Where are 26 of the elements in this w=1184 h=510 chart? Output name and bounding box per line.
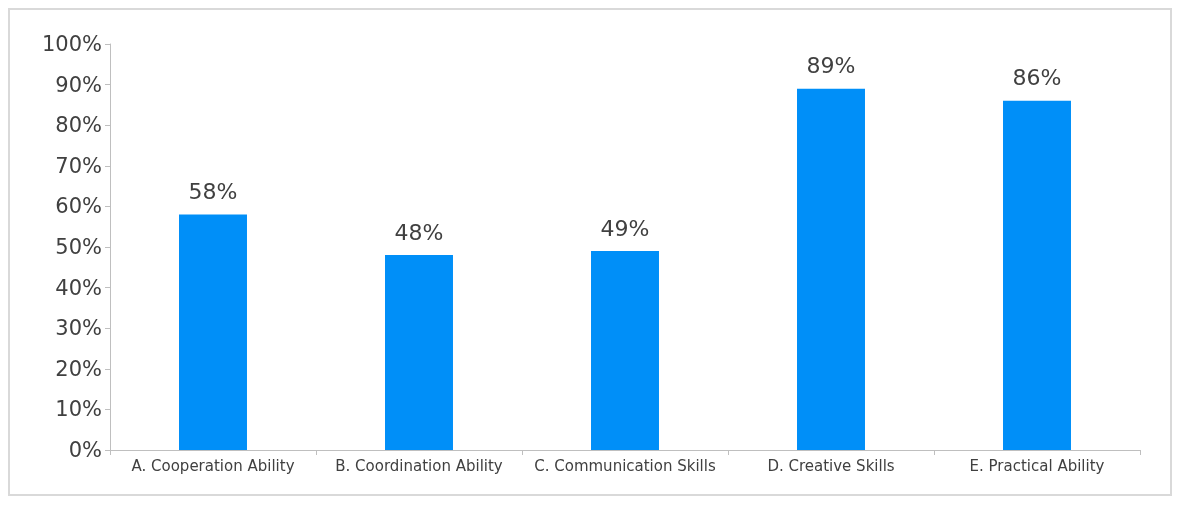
- y-tick-label: 80%: [55, 113, 102, 138]
- data-label: 49%: [600, 215, 650, 241]
- data-label: 86%: [1012, 65, 1062, 91]
- x-tick-label: B. Coordination Ability: [335, 456, 503, 475]
- y-tick-label: 20%: [55, 356, 102, 381]
- x-tick-label: E. Practical Ability: [969, 456, 1105, 475]
- y-tick-label: 40%: [55, 275, 102, 300]
- bar: [385, 255, 453, 450]
- bar: [179, 214, 247, 450]
- y-tick-label: 60%: [55, 194, 102, 219]
- data-label: 48%: [394, 219, 444, 245]
- bar: [1003, 100, 1071, 450]
- y-tick-label: 30%: [55, 316, 102, 341]
- bar: [797, 88, 865, 450]
- y-tick-label: 100%: [41, 32, 102, 56]
- x-tick-label: D. Creative Skills: [767, 456, 895, 475]
- y-tick-label: 90%: [55, 72, 102, 97]
- bar: [591, 251, 659, 450]
- data-label: 58%: [188, 179, 238, 205]
- data-label: 89%: [806, 53, 856, 79]
- y-tick-label: 0%: [68, 438, 102, 462]
- y-tick-label: 10%: [55, 397, 102, 422]
- y-tick-label: 70%: [55, 153, 102, 178]
- x-tick-label: C. Communication Skills: [534, 456, 716, 475]
- y-tick-label: 50%: [55, 235, 102, 259]
- x-tick-label: A. Cooperation Ability: [131, 456, 295, 475]
